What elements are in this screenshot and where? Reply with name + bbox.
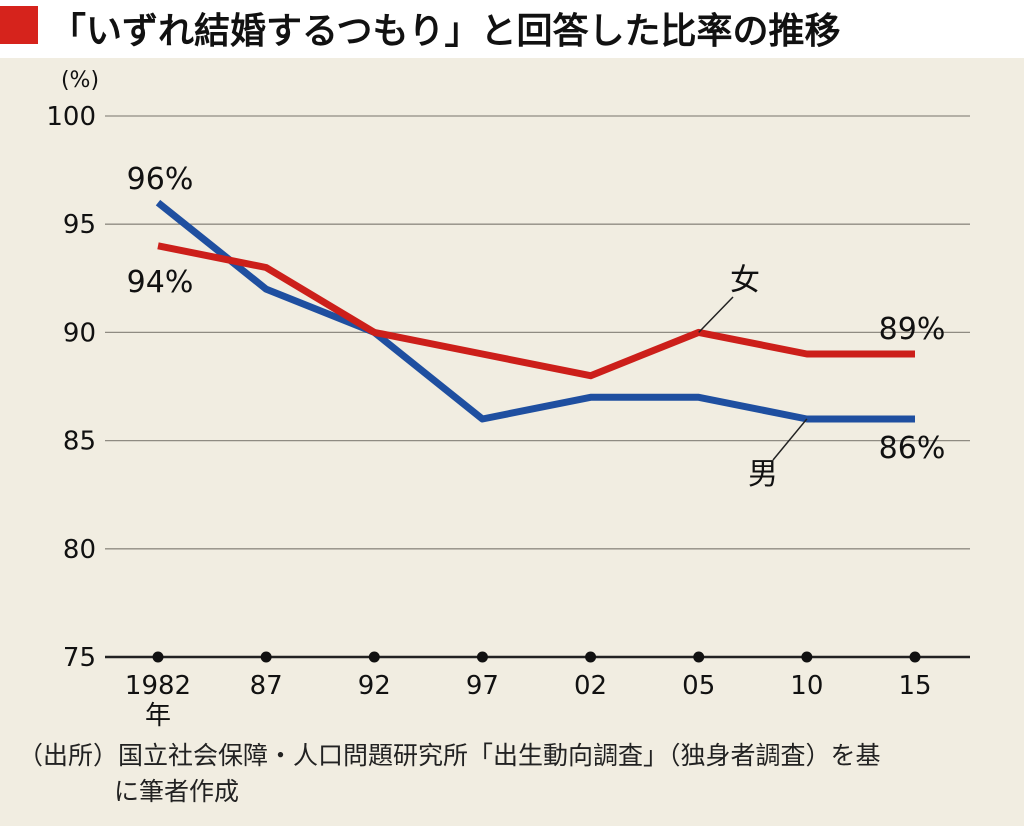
x-tick-label: 87	[250, 671, 283, 701]
data-label-women-end: 89%	[879, 312, 946, 347]
gridlines	[105, 115, 970, 659]
chart-panel	[0, 58, 1024, 826]
series-name-women: 女	[730, 263, 760, 298]
series-name-men: 男	[748, 457, 778, 492]
y-tick-labels: (%) 75 80 85 90 95 100	[46, 68, 99, 673]
data-label-men-start: 96%	[127, 162, 194, 197]
y-tick-label: 90	[63, 318, 96, 348]
x-tick-label: 1982	[125, 671, 191, 701]
callout-leader-women	[698, 296, 734, 333]
chart-title: 「いずれ結婚するつもり」と回答した比率の推移	[50, 11, 841, 52]
x-tick-label: 05	[682, 671, 715, 701]
y-tick-label: 80	[63, 535, 96, 565]
x-tick-label: 02	[574, 671, 607, 701]
y-unit-label: (%)	[61, 68, 99, 93]
y-tick-label: 85	[63, 427, 96, 457]
series-line-men	[155, 199, 915, 423]
x-tick-dot	[909, 651, 921, 663]
series-lines	[155, 199, 915, 423]
data-label-women-start: 94%	[127, 265, 194, 300]
x-tick-label: 10	[790, 671, 823, 701]
source-note: （出所）国立社会保障・人口問題研究所「出生動向調査」（独身者調査）を基 に筆者作…	[18, 738, 1018, 810]
data-labels: 96% 94% 89% 86% 女男	[127, 162, 946, 492]
x-tick-labels: 1982 87 92 97 02 05 10 15 年	[125, 651, 932, 731]
x-tick-dot	[585, 651, 597, 663]
callout-leader-men	[772, 418, 808, 461]
y-tick-label: 75	[63, 643, 96, 673]
x-tick-dot	[368, 651, 380, 663]
series-line-women	[157, 242, 915, 380]
y-tick-label: 95	[63, 210, 96, 240]
x-tick-dot	[693, 651, 705, 663]
x-tick-dot	[476, 651, 488, 663]
title-marker	[0, 6, 38, 44]
x-tick-label: 15	[898, 671, 931, 701]
y-tick-label: 100	[46, 102, 96, 132]
source-line-1: （出所）国立社会保障・人口問題研究所「出生動向調査」（独身者調査）を基	[18, 741, 881, 770]
x-unit-label: 年	[145, 701, 171, 731]
data-label-men-end: 86%	[879, 431, 946, 466]
x-tick-dot	[152, 651, 164, 663]
x-tick-dot	[260, 651, 272, 663]
x-tick-label: 97	[466, 671, 499, 701]
x-tick-label: 92	[358, 671, 391, 701]
x-tick-dot	[801, 651, 813, 663]
source-line-2: に筆者作成	[114, 777, 240, 806]
title-bar: 「いずれ結婚するつもり」と回答した比率の推移	[0, 0, 1024, 58]
